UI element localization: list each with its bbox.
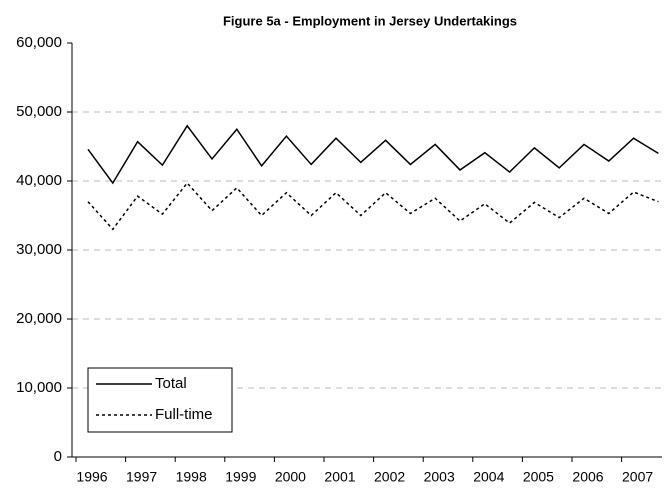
- legend-box: [87, 367, 233, 433]
- y-tick-label: 20,000: [16, 310, 62, 327]
- x-tick-label: 1999: [225, 469, 256, 485]
- x-tick-label: 2002: [374, 469, 405, 485]
- x-tick-label: 1996: [76, 469, 107, 485]
- chart-title: Figure 5a - Employment in Jersey Underta…: [223, 13, 517, 28]
- y-tick-label: 40,000: [16, 172, 62, 189]
- y-tick-label: 60,000: [16, 34, 62, 51]
- x-tick-label: 2005: [523, 469, 554, 485]
- series-line: [87, 124, 659, 185]
- legend-label: Total: [155, 375, 187, 392]
- x-tick-label: 1998: [176, 469, 207, 485]
- x-tick-label: 2001: [324, 469, 355, 485]
- series-line: [87, 181, 659, 231]
- x-tick-label: 2004: [473, 469, 504, 485]
- y-tick-label: 50,000: [16, 103, 62, 120]
- x-tick-label: 2000: [275, 469, 306, 485]
- y-tick-label: 30,000: [16, 241, 62, 258]
- x-tick-label: 2003: [424, 469, 455, 485]
- y-tick-label: 0: [54, 448, 62, 465]
- x-tick-label: 2006: [572, 469, 603, 485]
- x-tick-label: 2007: [622, 469, 653, 485]
- legend-label: Full-time: [155, 406, 213, 423]
- x-tick-label: 1997: [126, 469, 157, 485]
- y-tick-label: 10,000: [16, 379, 62, 396]
